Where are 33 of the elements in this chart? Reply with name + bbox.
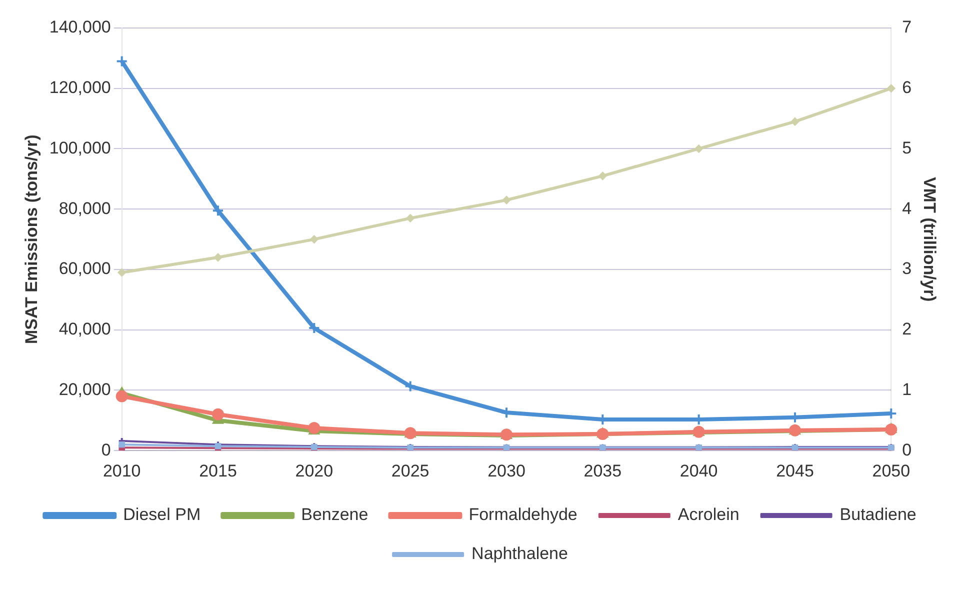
legend-label: Diesel PM xyxy=(123,505,201,524)
y-tick-label: 120,000 xyxy=(49,78,111,98)
y2-tick-label: 1 xyxy=(902,380,912,399)
x-tick-label: 2015 xyxy=(199,461,237,480)
x-tick-label: 2020 xyxy=(295,461,334,480)
y-tick-label: 80,000 xyxy=(58,198,111,218)
y2-tick-label: 3 xyxy=(902,259,912,278)
x-tick-label: 2010 xyxy=(102,461,141,480)
y-tick-label: 100,000 xyxy=(49,138,111,158)
y2-tick-label: 0 xyxy=(902,440,912,460)
y2-tick-label: 6 xyxy=(902,78,912,98)
legend-label: Butadiene xyxy=(840,505,916,524)
y2-tick-label: 4 xyxy=(902,198,912,218)
x-tick-label: 2040 xyxy=(680,461,718,480)
legend-label: Formaldehyde xyxy=(468,505,578,524)
x-tick-label: 2030 xyxy=(488,461,526,480)
y-tick-label: 0 xyxy=(101,440,111,460)
legend-label: Naphthalene xyxy=(472,544,568,564)
y2-tick-label: 2 xyxy=(902,320,912,339)
x-tick-label: 2045 xyxy=(776,461,814,480)
x-tick-label: 2050 xyxy=(872,461,910,480)
y-tick-label: 60,000 xyxy=(58,259,111,278)
y-tick-label: 20,000 xyxy=(58,380,111,399)
y2-axis-title: VMT (trillion/yr) xyxy=(920,176,940,302)
x-tick-label: 2035 xyxy=(584,461,622,480)
y-tick-label: 40,000 xyxy=(58,320,111,339)
y2-tick-label: 7 xyxy=(902,18,912,37)
legend-label: Acrolein xyxy=(678,505,740,524)
y2-tick-label: 5 xyxy=(902,138,912,158)
legend-label: Benzene xyxy=(301,505,368,524)
y-axis-title: MSAT Emissions (tons/yr) xyxy=(22,134,41,344)
y-tick-label: 140,000 xyxy=(49,18,111,37)
x-tick-label: 2025 xyxy=(391,461,430,480)
